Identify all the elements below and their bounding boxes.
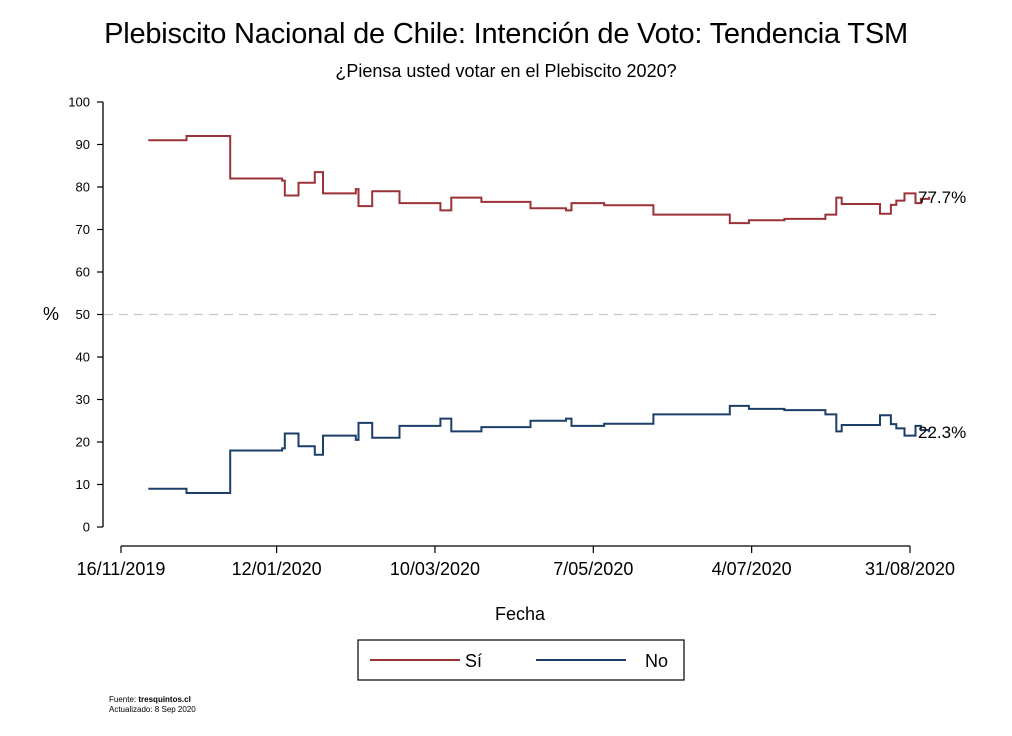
y-tick-label: 20	[76, 435, 90, 450]
y-tick-label: 10	[76, 477, 90, 492]
y-tick-label: 50	[76, 307, 90, 322]
series-si-line	[148, 135, 931, 225]
chart-subtitle: ¿Piensa usted votar en el Plebiscito 202…	[335, 61, 677, 81]
y-tick-label: 40	[76, 350, 90, 365]
x-tick-label: 12/01/2020	[232, 559, 322, 579]
legend-label-no: No	[645, 651, 668, 671]
legend: Sí No	[357, 639, 685, 681]
end-label-no: 22.3%	[918, 423, 966, 442]
series-no-line	[148, 404, 931, 494]
y-tick-label: 90	[76, 137, 90, 152]
x-tick-label: 4/07/2020	[712, 559, 792, 579]
y-axis-label: %	[43, 304, 59, 324]
x-axis-label: Fecha	[495, 604, 546, 624]
source-name: tresquintos.cl	[138, 695, 191, 704]
end-labels: 77.7% 22.3%	[918, 188, 966, 442]
y-tick-label: 70	[76, 222, 90, 237]
y-tick-label: 30	[76, 392, 90, 407]
series-lines	[148, 135, 931, 494]
x-tick-label: 10/03/2020	[390, 559, 480, 579]
y-tick-label: 60	[76, 265, 90, 280]
x-axis: 16/11/2019 12/01/2020 10/03/2020 7/05/2020 4…	[77, 545, 955, 579]
chart-title: Plebiscito Nacional de Chile: Intención …	[104, 18, 908, 50]
x-tick-label: 7/05/2020	[553, 559, 633, 579]
y-tick-label: 0	[83, 520, 90, 535]
legend-label-si: Sí	[465, 651, 482, 671]
source-label: Fuente:	[109, 695, 137, 704]
x-tick-label: 16/11/2019	[77, 559, 166, 579]
x-tick-label: 31/08/2020	[865, 559, 955, 579]
y-tick-label: 80	[76, 180, 90, 195]
end-label-si: 77.7%	[918, 188, 966, 207]
source-footer: Fuente: tresquintos.cl Actualizado: 8 Se…	[109, 695, 196, 715]
y-axis: 0 10 20 30 40 50 60 70 80 90 100	[68, 95, 104, 535]
y-tick-label: 100	[68, 95, 90, 110]
updated-note: Actualizado: 8 Sep 2020	[109, 705, 196, 714]
